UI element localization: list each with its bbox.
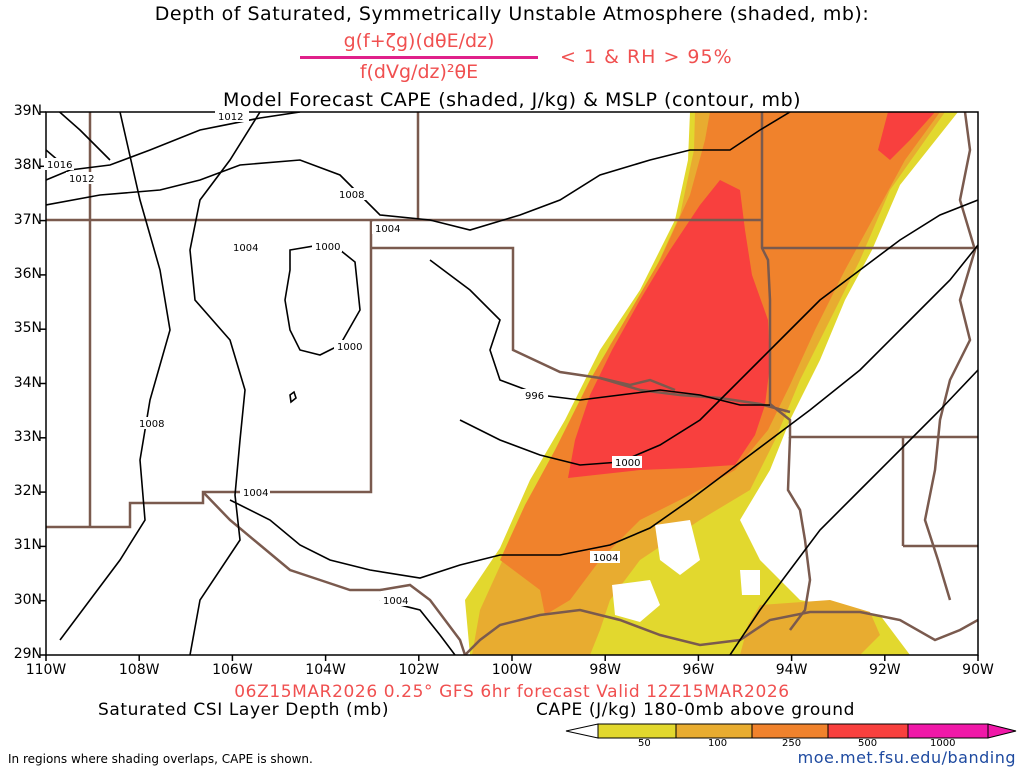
isobar-1008-north — [46, 112, 791, 231]
isobar-label: 1004 — [375, 224, 400, 235]
isobar-labels: 1012 1016 1012 1008 1004 1004 1000 1000 … — [44, 110, 642, 607]
colorbar-bin-100 — [675, 723, 753, 739]
lat-label: 30N — [13, 591, 42, 608]
state-borders — [46, 112, 978, 655]
lat-label: 38N — [13, 157, 42, 174]
colorbar-tick: 1000 — [930, 738, 956, 749]
title-line-3: Model Forecast CAPE (shaded, J/kg) & MSL… — [222, 89, 802, 111]
isobar-label: 1004 — [593, 553, 618, 564]
isobar-1004-south — [379, 599, 456, 655]
cape-100-south — [740, 600, 880, 655]
overlap-note: In regions where shading overlaps, CAPE … — [8, 752, 313, 766]
lat-label: 32N — [13, 483, 42, 500]
isobar-1012-nw — [58, 112, 111, 161]
lon-label: 94W — [775, 662, 808, 678]
isobar-label: 1004 — [243, 488, 268, 499]
isobar-loop — [289, 390, 297, 404]
colorbar-tick: 100 — [708, 738, 728, 749]
colorbar-bin-1000 — [907, 723, 989, 739]
isobar-label: 1004 — [383, 596, 408, 607]
isobar-1012-north — [46, 112, 301, 181]
formula-denominator: f(dVg/dz)²θE — [359, 61, 479, 83]
lon-label: 92W — [868, 662, 901, 678]
cape-500-region — [568, 180, 770, 478]
isobar-1000-east — [459, 199, 978, 466]
isobar-1004-east — [229, 244, 978, 579]
colorbar-right-arrow — [987, 723, 1017, 739]
formula-numerator: g(f+ζg)(dθE/dz) — [343, 30, 495, 52]
valid-time-line: 06Z15MAR2026 0.25° GFS 6hr forecast Vali… — [234, 682, 790, 702]
axis-ticks — [40, 111, 979, 661]
lat-label: 29N — [13, 646, 42, 662]
lon-label: 110W — [25, 662, 67, 678]
lat-label: 36N — [13, 265, 42, 282]
isobar-label: 996 — [525, 391, 544, 402]
colorbar-tick: 500 — [858, 738, 878, 749]
isobar-label: 1008 — [139, 419, 164, 430]
csi-legend-label: Saturated CSI Layer Depth (mb) — [98, 700, 390, 720]
cape-gap-2 — [655, 520, 700, 575]
formula-bar — [300, 56, 538, 59]
isobar-label: 1004 — [233, 243, 258, 254]
isobar-label: 1000 — [315, 242, 340, 253]
cape-colorbar — [565, 723, 1017, 739]
colorbar-tick: 250 — [782, 738, 802, 749]
lon-label: 104W — [305, 662, 346, 678]
lat-label: 39N — [13, 103, 42, 119]
colorbar-bin-50 — [597, 723, 677, 739]
source-link[interactable]: moe.met.fsu.edu/banding — [797, 748, 1016, 767]
cape-shading — [465, 112, 958, 655]
csi-formula: g(f+ζg)(dθE/dz) f(dVg/dz)²θE — [300, 30, 538, 83]
lat-label: 35N — [13, 320, 42, 337]
lon-label: 96W — [682, 662, 715, 678]
isobar-label: 1016 — [47, 160, 72, 171]
lat-label: 33N — [13, 428, 42, 445]
isobar-1000-west — [284, 244, 361, 356]
isobar-label: 1000 — [337, 342, 362, 353]
lat-label: 31N — [13, 537, 42, 554]
cape-legend-label: CAPE (J/kg) 180-0mb above ground — [536, 700, 855, 720]
lon-label: 100W — [491, 662, 533, 678]
isobar-label: 1008 — [339, 190, 364, 201]
lat-label: 34N — [13, 374, 42, 391]
title-line-1: Depth of Saturated, Symmetrically Unstab… — [154, 3, 870, 25]
lon-label: 106W — [212, 662, 253, 678]
isobar-label: 1000 — [615, 458, 640, 469]
cape-500-ne — [878, 112, 935, 160]
formula-condition: < 1 & RH > 95% — [560, 46, 733, 68]
lon-label: 102W — [398, 662, 440, 678]
lat-label: 37N — [13, 211, 42, 228]
isobar-996 — [429, 259, 770, 406]
isobar-1008-west — [59, 112, 171, 641]
cape-gap-1 — [612, 580, 660, 622]
cape-gap-3 — [740, 570, 760, 595]
lon-label: 108W — [118, 662, 160, 678]
isobar-1008-east — [729, 369, 978, 655]
lon-label: 90W — [962, 662, 994, 678]
lon-label: 98W — [589, 662, 622, 678]
isobar-label: 1012 — [218, 112, 243, 123]
colorbar-bin-500 — [827, 723, 909, 739]
isobar-1004-west — [189, 112, 261, 655]
isobar-label: 1012 — [69, 174, 94, 185]
colorbar-tick: 50 — [638, 738, 651, 749]
colorbar-left-arrow — [565, 723, 599, 739]
colorbar-bin-250 — [751, 723, 829, 739]
